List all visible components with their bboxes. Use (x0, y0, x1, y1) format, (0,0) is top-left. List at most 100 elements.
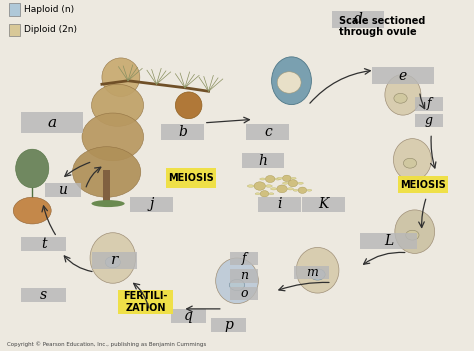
Circle shape (277, 185, 287, 193)
Text: FERTILI-
ZATION: FERTILI- ZATION (123, 291, 168, 313)
FancyBboxPatch shape (21, 112, 83, 133)
FancyBboxPatch shape (211, 318, 246, 332)
Ellipse shape (216, 258, 258, 304)
Text: b: b (178, 125, 187, 139)
Ellipse shape (82, 113, 144, 161)
FancyBboxPatch shape (21, 237, 66, 251)
Ellipse shape (307, 189, 312, 191)
Text: a: a (47, 116, 57, 130)
Text: L: L (384, 234, 393, 248)
Ellipse shape (16, 149, 49, 188)
Bar (9, 24, 20, 36)
Ellipse shape (175, 92, 202, 119)
Ellipse shape (272, 57, 311, 105)
Ellipse shape (13, 197, 51, 224)
Ellipse shape (283, 182, 288, 184)
FancyBboxPatch shape (398, 176, 448, 193)
Text: o: o (240, 287, 248, 300)
Ellipse shape (293, 189, 298, 191)
Text: q: q (184, 309, 193, 323)
Ellipse shape (291, 177, 296, 179)
FancyBboxPatch shape (372, 67, 434, 84)
Circle shape (105, 257, 120, 268)
Text: Diploid (2n): Diploid (2n) (24, 25, 77, 34)
Text: e: e (399, 69, 407, 83)
Ellipse shape (260, 178, 265, 180)
FancyBboxPatch shape (360, 233, 417, 249)
FancyBboxPatch shape (130, 197, 173, 212)
Ellipse shape (255, 193, 260, 195)
Circle shape (265, 176, 275, 183)
Ellipse shape (385, 74, 421, 115)
Ellipse shape (287, 188, 293, 190)
FancyBboxPatch shape (332, 11, 384, 28)
Circle shape (288, 180, 298, 187)
Circle shape (394, 93, 407, 103)
Text: j: j (150, 198, 154, 211)
Ellipse shape (102, 58, 140, 97)
Ellipse shape (271, 188, 277, 190)
Ellipse shape (298, 182, 303, 184)
Circle shape (403, 158, 417, 168)
Text: f: f (427, 97, 431, 111)
FancyBboxPatch shape (415, 114, 443, 127)
FancyBboxPatch shape (230, 252, 258, 265)
Ellipse shape (91, 200, 125, 207)
Text: u: u (58, 183, 67, 197)
Ellipse shape (275, 178, 281, 180)
FancyBboxPatch shape (246, 124, 289, 140)
FancyBboxPatch shape (415, 97, 443, 111)
Circle shape (406, 230, 419, 240)
Ellipse shape (269, 193, 274, 195)
Bar (9, 3, 20, 16)
Text: h: h (259, 154, 267, 167)
FancyBboxPatch shape (302, 197, 345, 212)
FancyBboxPatch shape (258, 197, 301, 212)
Ellipse shape (265, 185, 272, 187)
FancyBboxPatch shape (161, 124, 204, 140)
Text: s: s (40, 288, 47, 302)
Ellipse shape (91, 84, 144, 126)
Ellipse shape (395, 210, 435, 253)
Text: g: g (425, 114, 433, 127)
Text: MEIOSIS: MEIOSIS (168, 173, 214, 183)
Text: K: K (319, 198, 329, 211)
Text: n: n (240, 269, 248, 283)
Circle shape (298, 187, 307, 193)
Text: c: c (264, 125, 272, 139)
FancyBboxPatch shape (21, 288, 66, 302)
Text: Scale sectioned
through ovule: Scale sectioned through ovule (339, 16, 425, 38)
FancyBboxPatch shape (230, 269, 258, 283)
Text: t: t (41, 237, 46, 251)
Circle shape (229, 279, 245, 291)
Text: m: m (306, 266, 318, 279)
Ellipse shape (296, 247, 339, 293)
Text: i: i (277, 198, 282, 211)
Text: r: r (111, 253, 118, 267)
FancyBboxPatch shape (171, 309, 206, 323)
Text: MEIOSIS: MEIOSIS (400, 180, 446, 190)
FancyBboxPatch shape (166, 168, 216, 188)
Ellipse shape (73, 147, 141, 197)
Circle shape (260, 191, 269, 197)
Ellipse shape (90, 233, 136, 283)
Text: Copyright © Pearson Education, Inc., publishing as Benjamin Cummings: Copyright © Pearson Education, Inc., pub… (7, 342, 206, 347)
Circle shape (310, 269, 325, 280)
Circle shape (254, 182, 265, 190)
FancyBboxPatch shape (118, 290, 173, 314)
Text: f: f (242, 252, 246, 265)
FancyBboxPatch shape (242, 153, 284, 168)
Bar (103, 170, 110, 202)
Text: Haploid (n): Haploid (n) (24, 5, 74, 14)
FancyBboxPatch shape (45, 183, 81, 197)
Ellipse shape (393, 139, 431, 181)
FancyBboxPatch shape (294, 266, 329, 279)
Ellipse shape (247, 185, 254, 187)
Ellipse shape (277, 177, 283, 179)
Text: d: d (354, 12, 362, 26)
FancyBboxPatch shape (92, 252, 137, 269)
FancyBboxPatch shape (230, 287, 258, 300)
Ellipse shape (277, 72, 301, 93)
Text: p: p (224, 318, 233, 332)
Circle shape (283, 175, 291, 181)
